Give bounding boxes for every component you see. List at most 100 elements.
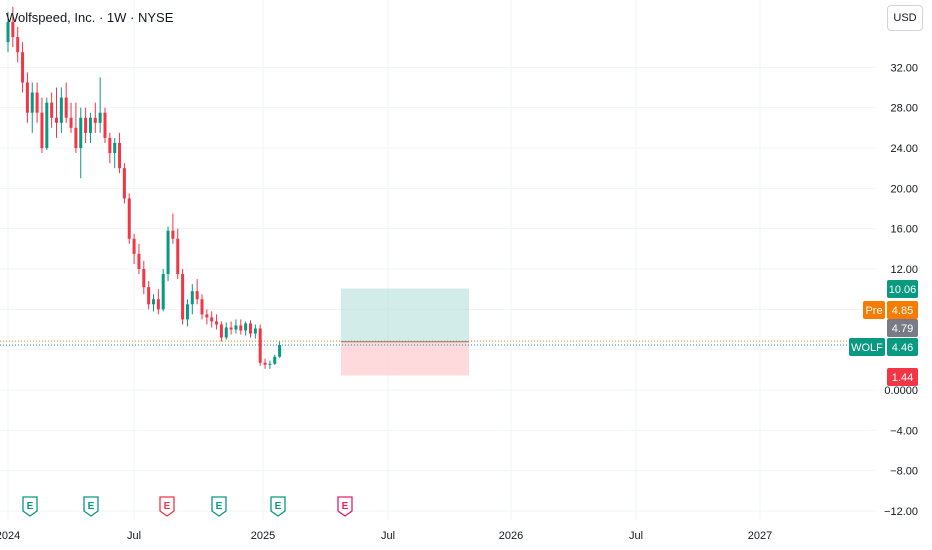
- earnings-icon[interactable]: E: [83, 496, 99, 517]
- candle[interactable]: [210, 311, 214, 328]
- candle[interactable]: [64, 82, 68, 123]
- candle-body: [239, 325, 243, 331]
- candle-body: [249, 323, 252, 334]
- earnings-label: E: [27, 501, 34, 512]
- candle[interactable]: [16, 27, 20, 63]
- candle[interactable]: [205, 309, 209, 325]
- candle[interactable]: [253, 324, 257, 339]
- candle[interactable]: [176, 228, 180, 280]
- candle[interactable]: [45, 97, 49, 151]
- candle[interactable]: [263, 358, 267, 369]
- earnings-icon[interactable]: E: [270, 496, 286, 517]
- candle-body: [147, 287, 151, 305]
- candle[interactable]: [166, 226, 170, 282]
- price-label-text: 10.06: [889, 284, 917, 296]
- candle[interactable]: [185, 299, 189, 327]
- candle[interactable]: [142, 260, 146, 295]
- candle[interactable]: [215, 314, 219, 330]
- candle[interactable]: [69, 102, 73, 133]
- candle[interactable]: [171, 213, 175, 244]
- candle-body: [74, 127, 78, 148]
- candle[interactable]: [93, 102, 97, 133]
- candle[interactable]: [79, 107, 83, 179]
- time-tick-label: 2027: [748, 530, 772, 542]
- price-tick-label: 0.0000: [884, 385, 918, 397]
- candle[interactable]: [161, 269, 165, 312]
- candle-body: [118, 142, 122, 169]
- profit-zone[interactable]: [341, 288, 469, 342]
- candle-body: [55, 117, 58, 123]
- candle-body: [142, 269, 146, 288]
- price-label-target: 10.06: [887, 280, 918, 298]
- candle[interactable]: [249, 320, 252, 338]
- candle[interactable]: [11, 6, 15, 48]
- earnings-icon[interactable]: E: [337, 496, 353, 517]
- earnings-icon[interactable]: E: [22, 496, 38, 517]
- earnings-badge: [211, 496, 227, 517]
- candle[interactable]: [74, 102, 78, 154]
- loss-zone[interactable]: [341, 341, 469, 376]
- earnings-badge: [270, 496, 286, 517]
- candle[interactable]: [35, 82, 39, 123]
- candle-body: [137, 253, 141, 269]
- candle[interactable]: [273, 354, 277, 365]
- candle[interactable]: [50, 92, 54, 128]
- earnings-icon[interactable]: E: [159, 496, 175, 517]
- candle-body: [93, 117, 97, 123]
- candle[interactable]: [88, 112, 92, 143]
- candle[interactable]: [181, 269, 185, 325]
- candle[interactable]: [224, 322, 228, 340]
- candle[interactable]: [55, 87, 58, 138]
- candle-body: [176, 238, 180, 275]
- time-tick-label: 2025: [251, 530, 275, 542]
- candle[interactable]: [127, 193, 131, 244]
- candle[interactable]: [98, 77, 102, 133]
- candle[interactable]: [132, 233, 136, 264]
- candle-body: [122, 168, 126, 199]
- candle[interactable]: [30, 82, 34, 133]
- candle[interactable]: [244, 321, 248, 336]
- candle[interactable]: [190, 284, 194, 315]
- candle[interactable]: [137, 243, 141, 275]
- price-label-text: 1.44: [892, 372, 913, 384]
- candle[interactable]: [118, 132, 122, 174]
- earnings-icon[interactable]: E: [211, 496, 227, 517]
- candle-body: [45, 102, 49, 148]
- candle[interactable]: [40, 97, 44, 154]
- symbol-title[interactable]: Wolfspeed, Inc. · 1W · NYSE: [6, 10, 174, 25]
- price-label-prefix: Pre: [865, 305, 882, 317]
- candle[interactable]: [268, 360, 272, 369]
- candle-body: [205, 314, 209, 318]
- candle[interactable]: [25, 72, 29, 123]
- candle[interactable]: [122, 163, 126, 204]
- candle[interactable]: [195, 279, 199, 305]
- price-label-box: [887, 368, 918, 386]
- candle[interactable]: [84, 107, 88, 143]
- earnings-badge: [337, 496, 353, 517]
- candle[interactable]: [6, 11, 10, 53]
- candle[interactable]: [59, 87, 63, 133]
- candle[interactable]: [229, 321, 233, 335]
- candle[interactable]: [156, 289, 160, 315]
- candle[interactable]: [152, 294, 155, 312]
- candle-body: [234, 325, 238, 330]
- earnings-label: E: [88, 501, 95, 512]
- candle[interactable]: [21, 42, 25, 93]
- currency-button[interactable]: USD: [887, 5, 923, 31]
- candle-body: [190, 291, 194, 305]
- candle[interactable]: [219, 321, 223, 342]
- time-tick-label: 2024: [0, 530, 20, 542]
- candle[interactable]: [108, 132, 112, 164]
- candle[interactable]: [103, 107, 107, 143]
- candle[interactable]: [278, 341, 282, 358]
- candle[interactable]: [200, 294, 204, 320]
- candle[interactable]: [234, 319, 238, 334]
- candle[interactable]: [147, 281, 151, 310]
- candle[interactable]: [113, 137, 117, 169]
- price-label-prefix-box: [863, 301, 885, 319]
- candle[interactable]: [258, 324, 262, 366]
- candle-body: [69, 117, 73, 128]
- candle[interactable]: [239, 319, 243, 335]
